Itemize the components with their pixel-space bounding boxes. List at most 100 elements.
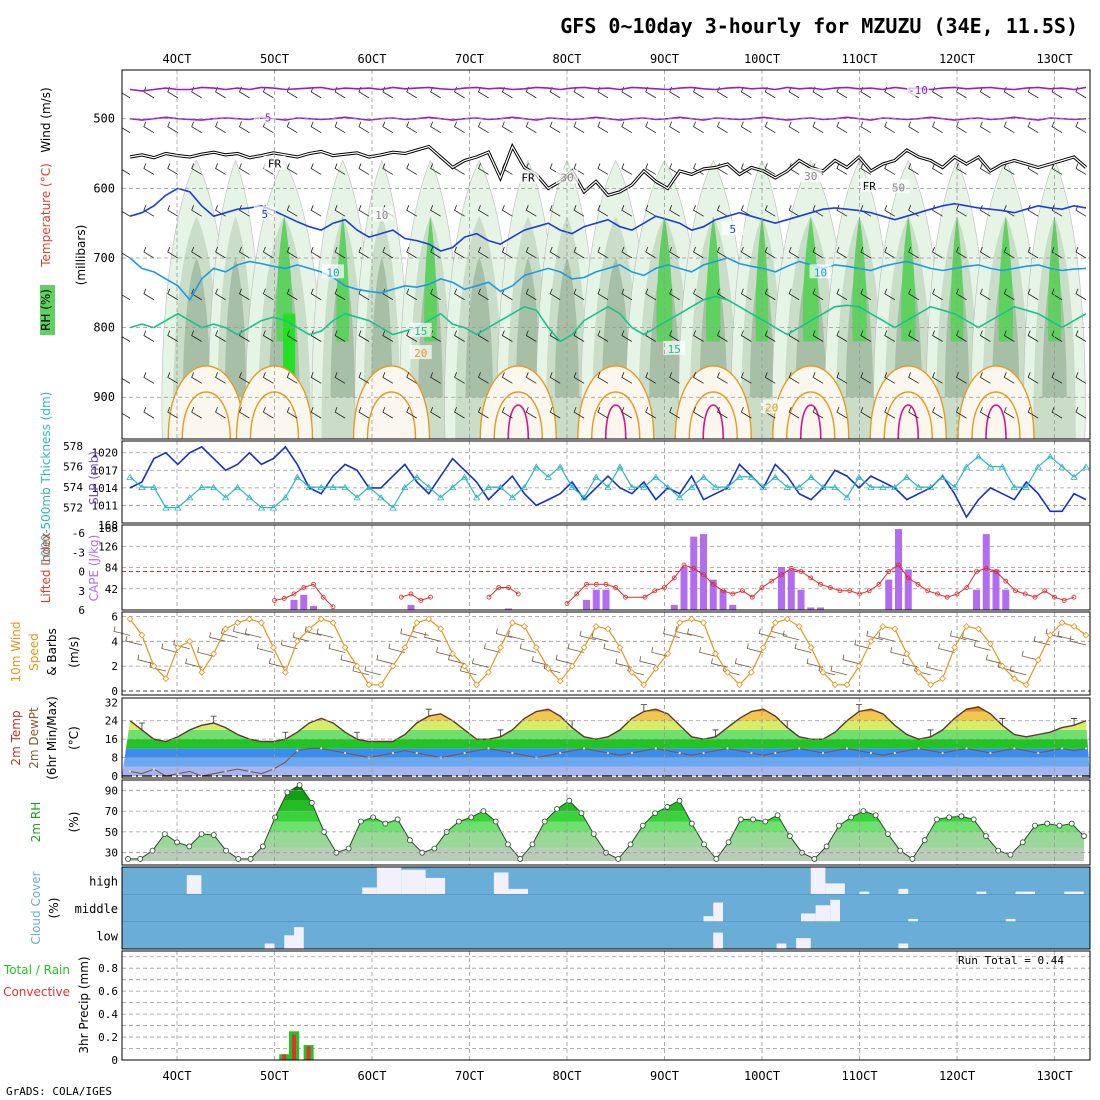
wind-barb [1021, 650, 1039, 661]
wind-barb [525, 330, 537, 342]
wind-barb [973, 641, 991, 651]
li-tick: -3 [72, 546, 85, 559]
temp-whisker [497, 729, 504, 737]
wind-barb [884, 121, 896, 134]
wind-barb [454, 330, 465, 342]
wind-barb [1075, 330, 1087, 342]
wind-marker [186, 637, 194, 645]
wind-barb [358, 372, 370, 384]
contour-label-bg [799, 168, 822, 183]
wind-barb [764, 121, 776, 134]
contour-label: 5 [261, 208, 268, 221]
wind-barb [382, 163, 394, 175]
wind-barb [746, 643, 764, 653]
thickness-marker [998, 463, 1007, 470]
wind-barb [1027, 372, 1039, 384]
dewpoint-dot [941, 751, 944, 755]
wind-barb [794, 643, 812, 653]
wind-barb [669, 372, 680, 384]
temp-20-loop [352, 365, 431, 439]
cape-bar [895, 529, 902, 610]
wind-barb [711, 658, 728, 668]
wind-marker [532, 644, 540, 651]
upper-air-frame [121, 69, 1091, 440]
cloud-block [1015, 891, 1035, 895]
wind-barb [908, 406, 919, 419]
wind-barb [884, 246, 896, 259]
rh-marker [247, 856, 254, 862]
wind-barb [406, 121, 418, 134]
cape-frame [121, 524, 1091, 611]
wind-marker [437, 625, 445, 633]
thickness-marker [783, 483, 791, 491]
wind-barb [669, 288, 680, 301]
rh-tick: 30 [105, 847, 118, 860]
wind-marker [724, 668, 731, 676]
pressure-tick: 700 [93, 251, 115, 265]
thickness-marker [329, 483, 337, 491]
wind-barb [1051, 372, 1063, 384]
wind-barb [454, 288, 465, 301]
rh-marker [983, 833, 989, 839]
thickness-marker [747, 473, 756, 480]
cloud-block [801, 913, 816, 922]
rh-plume-green [1048, 216, 1061, 342]
run-total: Run Total = 0.44 [958, 954, 1064, 967]
rh-marker [811, 856, 818, 862]
cloud-panel: high middle low Cloud Cover (%) [29, 866, 1091, 950]
contour-label: 20 [414, 347, 427, 360]
thickness-marker [508, 494, 517, 501]
cloud-block [713, 932, 723, 949]
rh-marker [382, 820, 389, 827]
wind-barb [860, 121, 872, 134]
contour-fr-inner [129, 145, 1087, 196]
dewpoint-dot [702, 751, 705, 755]
li-marker [574, 591, 580, 597]
wind-marker [1046, 631, 1054, 639]
wind-barb [501, 205, 513, 217]
wind-marker [461, 662, 468, 670]
wind-barb [460, 665, 477, 676]
wind-marker [449, 650, 457, 658]
wind-barb [842, 654, 860, 665]
rh-marker [456, 818, 462, 825]
thickness-marker [628, 483, 636, 491]
wind-barb [926, 662, 943, 672]
cape-bar [310, 605, 317, 610]
wind-barb [430, 121, 441, 134]
wind-barb [268, 658, 286, 668]
rh-marker [210, 832, 217, 838]
dewpoint-dot [965, 747, 968, 750]
wind-marker [1022, 681, 1030, 689]
thickness-marker [448, 483, 457, 491]
rh-plume-green [656, 216, 673, 342]
thickness-marker [855, 473, 863, 480]
temperature-panel: 32 24 16 8 0 2m Temp 2m DewPt (6hr Min/Max) (°C) [9, 696, 1091, 783]
wind-barb [621, 406, 633, 419]
rh-marker [934, 816, 940, 823]
wind-barb [579, 630, 597, 641]
wind-barb [1033, 635, 1051, 646]
thickness-line [129, 455, 1087, 509]
li-marker [779, 572, 784, 578]
wind-marker [783, 615, 791, 623]
li-marker [496, 585, 502, 590]
wind-barb [597, 288, 609, 301]
wind-barb [597, 205, 609, 217]
temp-label-2: 2m DewPt [27, 707, 41, 769]
thickness-marker [520, 483, 529, 491]
li-marker [311, 581, 316, 587]
thickness-marker [209, 483, 218, 491]
thickness-marker [616, 463, 624, 470]
wind-barb [597, 246, 609, 259]
li-marker [281, 596, 287, 601]
contour-label-bg [370, 207, 393, 222]
rh-marker [652, 810, 658, 817]
wind-barb [316, 628, 334, 638]
wind-barb [788, 205, 800, 217]
wind-barb [310, 163, 322, 175]
wind-barb [406, 163, 418, 175]
dewpoint-dot [1084, 747, 1088, 750]
wind-barb [549, 205, 561, 217]
wind-barb [717, 330, 728, 342]
